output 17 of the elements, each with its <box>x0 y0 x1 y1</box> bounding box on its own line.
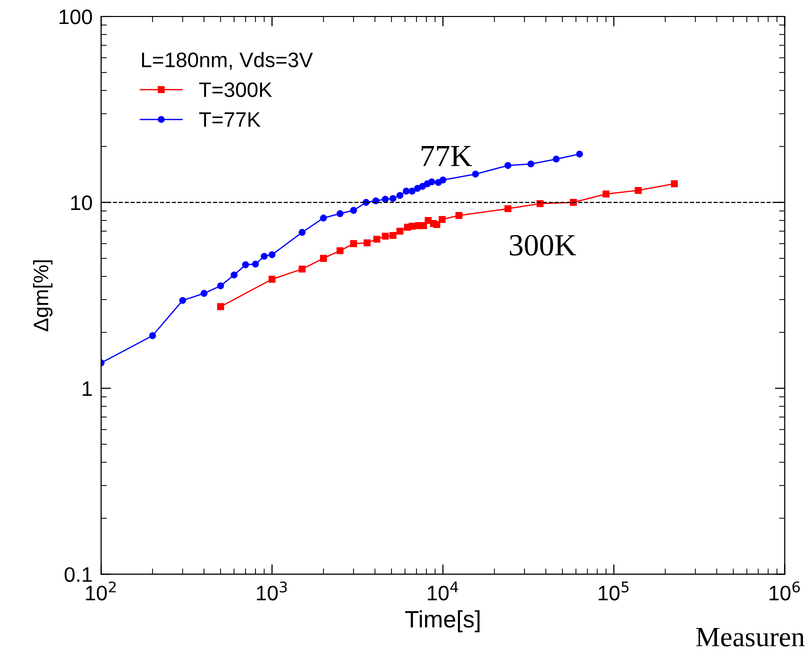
x-tick-label: 10$^{6}$ <box>770 581 800 600</box>
y-axis-title: Δgm[%] <box>33 260 52 332</box>
y-tick-label: 10 <box>71 195 92 210</box>
legend-label: T=300K <box>199 82 272 98</box>
y-tick-label: 1 <box>82 382 92 396</box>
text: Measuren <box>696 628 805 646</box>
annotation: 300K <box>510 234 576 256</box>
x-axis-title: Time[s] <box>405 610 480 632</box>
x-tick-label: 10$^{5}$ <box>598 582 629 600</box>
legend-title: L=180nm, Vds=3V <box>142 52 313 70</box>
annotation: 77K <box>422 146 472 166</box>
legend-label: T=77K <box>199 112 260 127</box>
y-tick-label: 0.1 <box>64 567 92 582</box>
x-tick-label: 10$^{3}$ <box>256 581 287 600</box>
x-tick-label: 10$^{2}$ <box>86 581 116 600</box>
x-tick-label: 10$^{4}$ <box>428 582 458 600</box>
y-tick-label: 100 <box>60 10 92 24</box>
